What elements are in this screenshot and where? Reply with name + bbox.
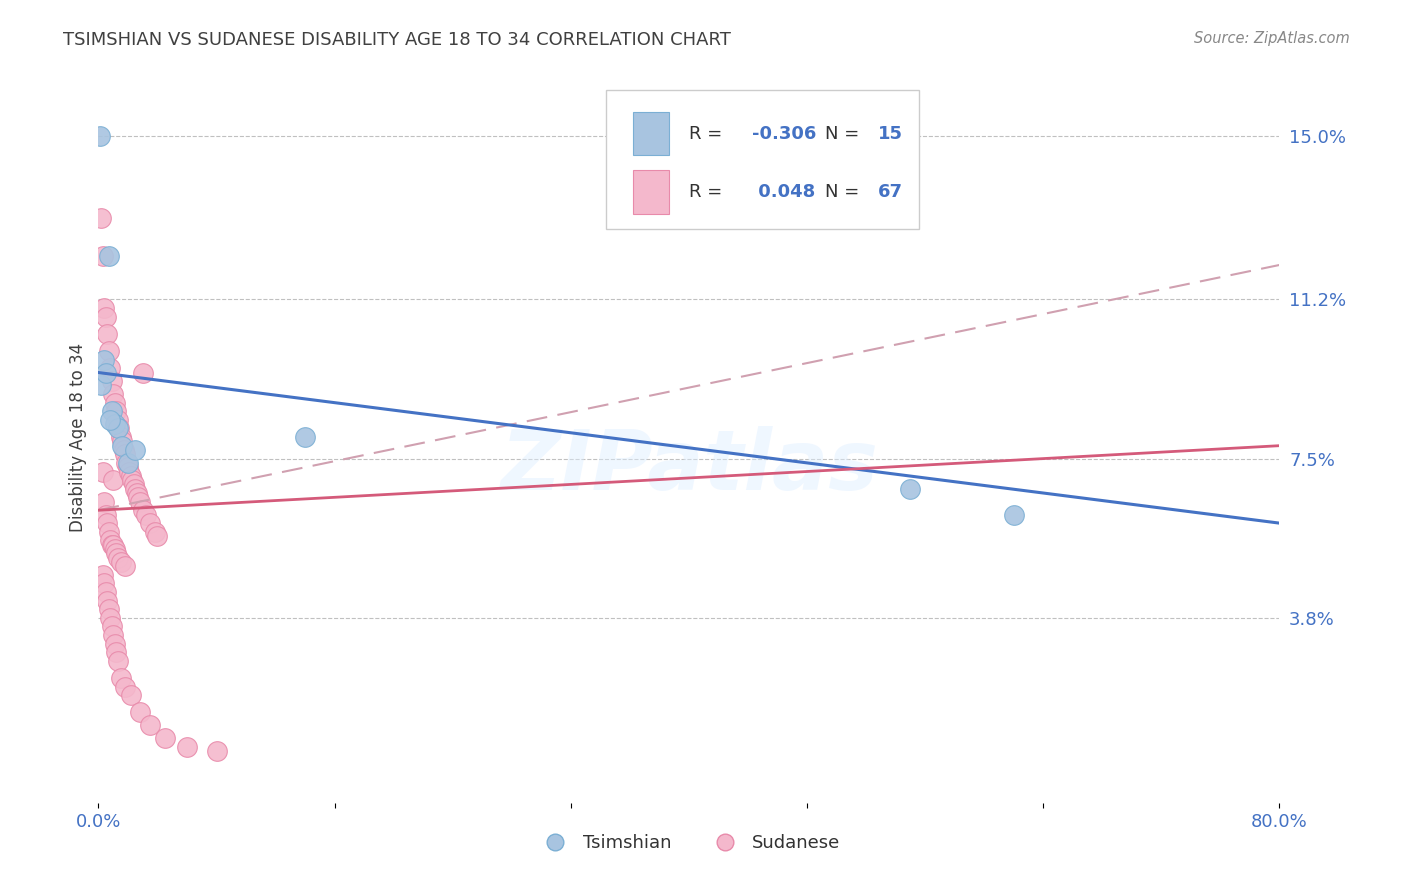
- Y-axis label: Disability Age 18 to 34: Disability Age 18 to 34: [69, 343, 87, 532]
- Point: [104, 541, 127, 556]
- Point: [117, 456, 139, 470]
- Point: [118, 465, 141, 479]
- FancyBboxPatch shape: [606, 89, 920, 228]
- Point: [97, 524, 120, 539]
- Point: [94, 310, 117, 324]
- Point: [120, 688, 142, 702]
- Text: TSIMSHIAN VS SUDANESE DISABILITY AGE 18 TO 34 CORRELATION CHART: TSIMSHIAN VS SUDANESE DISABILITY AGE 18 …: [63, 31, 731, 49]
- Text: Source: ZipAtlas.com: Source: ZipAtlas.com: [1194, 31, 1350, 46]
- Point: [105, 546, 128, 560]
- Point: [110, 430, 132, 444]
- Point: [120, 468, 142, 483]
- Point: [121, 473, 143, 487]
- Point: [128, 494, 150, 508]
- Point: [97, 344, 120, 359]
- Point: [103, 473, 125, 487]
- Point: [104, 395, 127, 409]
- Bar: [634, 112, 669, 155]
- Point: [90, 378, 112, 392]
- Point: [127, 491, 149, 505]
- Point: [104, 417, 127, 432]
- Text: -0.306: -0.306: [752, 125, 815, 143]
- Point: [112, 442, 135, 457]
- Point: [108, 421, 131, 435]
- Point: [122, 477, 145, 491]
- Point: [124, 482, 146, 496]
- Point: [91, 249, 114, 263]
- Point: [107, 654, 129, 668]
- Point: [139, 718, 162, 732]
- Point: [205, 744, 228, 758]
- Point: [104, 637, 127, 651]
- Point: [111, 434, 134, 449]
- Bar: [634, 170, 669, 214]
- Point: [107, 550, 129, 565]
- Point: [110, 671, 132, 685]
- Point: [90, 211, 112, 225]
- Point: [132, 366, 155, 380]
- Point: [105, 645, 128, 659]
- Point: [114, 559, 136, 574]
- Point: [100, 619, 122, 633]
- Point: [125, 486, 148, 500]
- Text: ZIPatlas: ZIPatlas: [501, 425, 877, 507]
- Point: [93, 352, 115, 367]
- Point: [103, 628, 125, 642]
- Point: [115, 456, 138, 470]
- Point: [117, 460, 139, 475]
- Text: N =: N =: [825, 125, 865, 143]
- Point: [176, 739, 198, 754]
- Point: [100, 374, 122, 388]
- Point: [900, 482, 922, 496]
- Point: [103, 387, 125, 401]
- Point: [105, 404, 128, 418]
- Point: [111, 439, 134, 453]
- Point: [132, 503, 155, 517]
- Point: [139, 516, 162, 530]
- Point: [96, 326, 118, 341]
- Point: [100, 538, 122, 552]
- Point: [107, 413, 129, 427]
- Point: [93, 494, 115, 508]
- Point: [93, 301, 115, 315]
- Point: [100, 404, 122, 418]
- Point: [128, 706, 150, 720]
- Point: [98, 611, 121, 625]
- Point: [110, 555, 132, 569]
- Point: [107, 421, 129, 435]
- Point: [94, 366, 117, 380]
- Legend: Tsimshian, Sudanese: Tsimshian, Sudanese: [530, 827, 848, 860]
- Point: [153, 731, 176, 746]
- Point: [98, 361, 121, 376]
- Point: [146, 529, 169, 543]
- Point: [97, 249, 120, 263]
- Point: [114, 680, 136, 694]
- Point: [98, 533, 121, 548]
- Text: R =: R =: [689, 183, 728, 201]
- Point: [94, 508, 117, 522]
- Point: [89, 128, 111, 143]
- Point: [96, 593, 118, 607]
- Text: N =: N =: [825, 183, 865, 201]
- Point: [124, 442, 146, 457]
- Point: [98, 413, 121, 427]
- Point: [97, 602, 120, 616]
- Text: 0.048: 0.048: [752, 183, 815, 201]
- Point: [143, 524, 166, 539]
- Point: [114, 447, 136, 461]
- Point: [96, 516, 118, 530]
- Point: [1002, 508, 1025, 522]
- Point: [135, 508, 157, 522]
- Text: 15: 15: [877, 125, 903, 143]
- Text: R =: R =: [689, 125, 728, 143]
- Point: [93, 576, 115, 591]
- Text: 67: 67: [877, 183, 903, 201]
- Point: [91, 567, 114, 582]
- Point: [94, 585, 117, 599]
- Point: [103, 538, 125, 552]
- Point: [294, 430, 316, 444]
- Point: [91, 465, 114, 479]
